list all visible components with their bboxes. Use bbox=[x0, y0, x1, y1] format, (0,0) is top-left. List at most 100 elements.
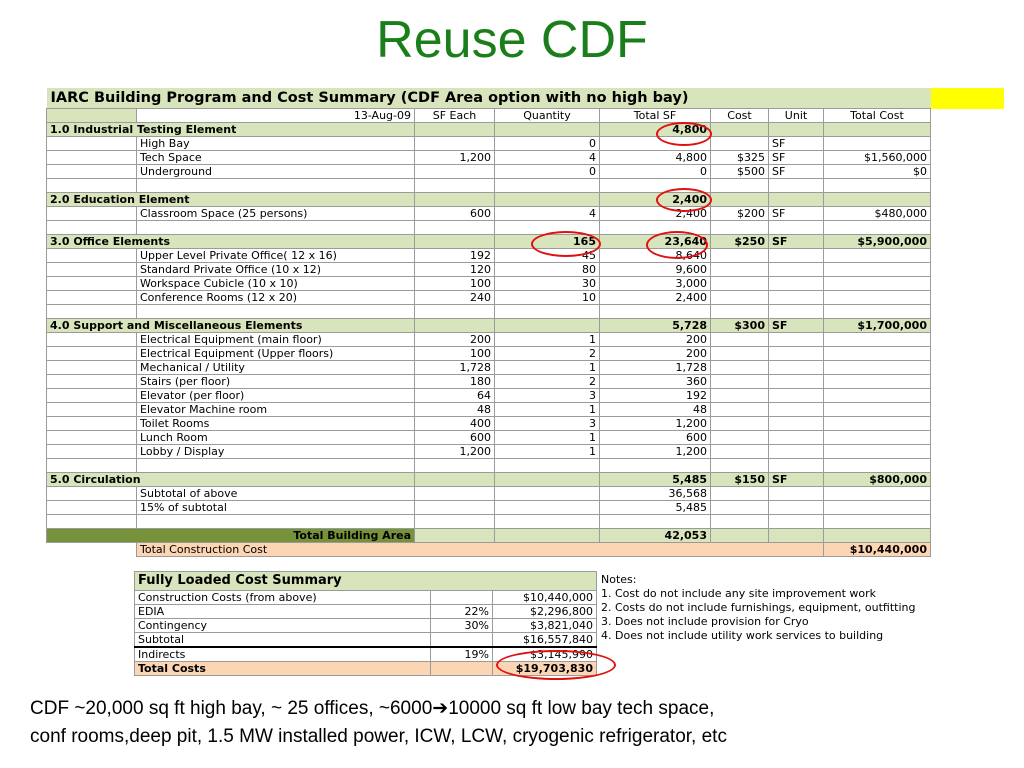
quantity-cell: 2 bbox=[494, 374, 600, 389]
table-row: Subtotal of above 36,568 bbox=[46, 486, 1005, 501]
unit-cell bbox=[768, 444, 824, 459]
notes-title: Notes: bbox=[601, 573, 637, 586]
section-label: 2.0 Education Element bbox=[46, 192, 415, 207]
unit-cell: SF bbox=[768, 234, 824, 249]
quantity-cell: 4 bbox=[494, 150, 600, 165]
summary-value: $2,296,800 bbox=[492, 604, 597, 619]
sf-each-cell: 64 bbox=[414, 388, 495, 403]
quantity-cell: 1 bbox=[494, 332, 600, 347]
section-row: 3.0 Office Elements 165 23,640 $250 SF $5,900… bbox=[46, 234, 1005, 249]
quantity-cell bbox=[494, 486, 600, 501]
cost-cell bbox=[710, 332, 769, 347]
cost-cell: $500 bbox=[710, 164, 769, 179]
header-sf-each: SF Each bbox=[414, 108, 495, 123]
item-label: Electrical Equipment (Upper floors) bbox=[136, 346, 415, 361]
unit-cell bbox=[768, 248, 824, 263]
total-building-area-row: Total Building Area 42,053 bbox=[46, 528, 1005, 543]
total-cost-cell bbox=[823, 248, 931, 263]
total-cost-cell bbox=[823, 444, 931, 459]
unit-cell bbox=[768, 388, 824, 403]
sf-each-cell bbox=[414, 164, 495, 179]
unit-cell: SF bbox=[768, 150, 824, 165]
item-label: Elevator Machine room bbox=[136, 402, 415, 417]
cost-cell: $150 bbox=[710, 472, 769, 487]
item-label: Mechanical / Utility bbox=[136, 360, 415, 375]
header-cost: Cost bbox=[710, 108, 769, 123]
note-item: 2. Costs do not include furnishings, equ… bbox=[601, 601, 916, 614]
notes-block: Notes: 1. Cost do not include any site i… bbox=[601, 573, 915, 643]
total-cost-cell bbox=[823, 276, 931, 291]
unit-cell bbox=[768, 346, 824, 361]
table-row: Tech Space 1,200 4 4,800 $325 SF $1,560,000 bbox=[46, 150, 1005, 165]
total-sf-cell: 5,485 bbox=[599, 500, 711, 515]
table-row: Conference Rooms (12 x 20) 240 10 2,400 bbox=[46, 290, 1005, 305]
summary-label: EDIA bbox=[134, 604, 431, 619]
note-item: 1. Cost do not include any site improvem… bbox=[601, 587, 877, 600]
quantity-cell bbox=[494, 472, 600, 487]
sf-each-cell bbox=[414, 234, 495, 249]
summary-value: $10,440,000 bbox=[492, 590, 597, 605]
total-sf-cell: 1,200 bbox=[599, 444, 711, 459]
table-row: Stairs (per floor) 180 2 360 bbox=[46, 374, 1005, 389]
total-sf-cell: 4,800 bbox=[599, 150, 711, 165]
total-cost-cell bbox=[823, 486, 931, 501]
summary-label: Subtotal bbox=[134, 632, 431, 648]
cost-cell: $200 bbox=[710, 206, 769, 221]
total-construction-cost-row: Total Construction Cost $10,440,000 bbox=[47, 542, 1005, 557]
total-sf-cell: 360 bbox=[599, 374, 711, 389]
table-row: Underground 0 0 $500 SF $0 bbox=[46, 164, 1005, 179]
total-cost-cell bbox=[823, 360, 931, 375]
total-sf-cell: 0 bbox=[599, 164, 711, 179]
sf-each-cell: 1,728 bbox=[414, 360, 495, 375]
sf-each-cell: 100 bbox=[414, 346, 495, 361]
summary-row: Subtotal $16,557,840 bbox=[134, 632, 597, 648]
header-total-cost: Total Cost bbox=[823, 108, 931, 123]
unit-cell bbox=[768, 192, 824, 207]
unit-cell: SF bbox=[768, 472, 824, 487]
unit-cell bbox=[768, 402, 824, 417]
sf-each-cell: 100 bbox=[414, 276, 495, 291]
sf-each-cell bbox=[414, 318, 495, 333]
cost-cell bbox=[710, 346, 769, 361]
cost-cell: $300 bbox=[710, 318, 769, 333]
item-label: Stairs (per floor) bbox=[136, 374, 415, 389]
sf-each-cell: 600 bbox=[414, 206, 495, 221]
caption-line-2: conf rooms,deep pit, 1.5 MW installed po… bbox=[30, 726, 727, 747]
unit-cell bbox=[768, 122, 824, 137]
item-label: Lunch Room bbox=[136, 430, 415, 445]
unit-cell bbox=[768, 430, 824, 445]
cost-cell bbox=[710, 248, 769, 263]
cost-cell bbox=[710, 416, 769, 431]
quantity-cell: 2 bbox=[494, 346, 600, 361]
total-sf-cell: 9,600 bbox=[599, 262, 711, 277]
table-row: Electrical Equipment (main floor) 200 1 200 bbox=[46, 332, 1005, 347]
cost-cell bbox=[710, 374, 769, 389]
summary-label: Indirects bbox=[134, 646, 431, 662]
sf-each-cell bbox=[414, 472, 495, 487]
total-cost-cell bbox=[823, 500, 931, 515]
quantity-cell: 0 bbox=[494, 164, 600, 179]
sf-each-cell bbox=[414, 192, 495, 207]
summary-pct: 30% bbox=[430, 618, 493, 633]
total-cost-cell bbox=[823, 332, 931, 347]
table-row: Elevator Machine room 48 1 48 bbox=[46, 402, 1005, 417]
unit-cell bbox=[768, 360, 824, 375]
item-label: High Bay bbox=[136, 136, 415, 151]
cost-cell bbox=[710, 290, 769, 305]
item-label: Conference Rooms (12 x 20) bbox=[136, 290, 415, 305]
item-label: Classroom Space (25 persons) bbox=[136, 206, 415, 221]
yellow-highlight bbox=[930, 88, 1005, 109]
date-cell: 13-Aug-09 bbox=[136, 108, 415, 123]
summary-row: Contingency 30% $3,821,040 bbox=[134, 618, 597, 633]
quantity-cell bbox=[494, 318, 600, 333]
item-label: Standard Private Office (10 x 12) bbox=[136, 262, 415, 277]
total-sf-cell: 200 bbox=[599, 346, 711, 361]
cost-cell: $250 bbox=[710, 234, 769, 249]
total-sf-cell: 2,400 bbox=[599, 290, 711, 305]
total-sf-cell: 48 bbox=[599, 402, 711, 417]
blank-row bbox=[46, 514, 1005, 529]
sf-each-cell bbox=[414, 486, 495, 501]
table-row: Electrical Equipment (Upper floors) 100 2 2… bbox=[46, 346, 1005, 361]
cost-cell bbox=[710, 262, 769, 277]
summary-title: Fully Loaded Cost Summary bbox=[134, 571, 597, 591]
